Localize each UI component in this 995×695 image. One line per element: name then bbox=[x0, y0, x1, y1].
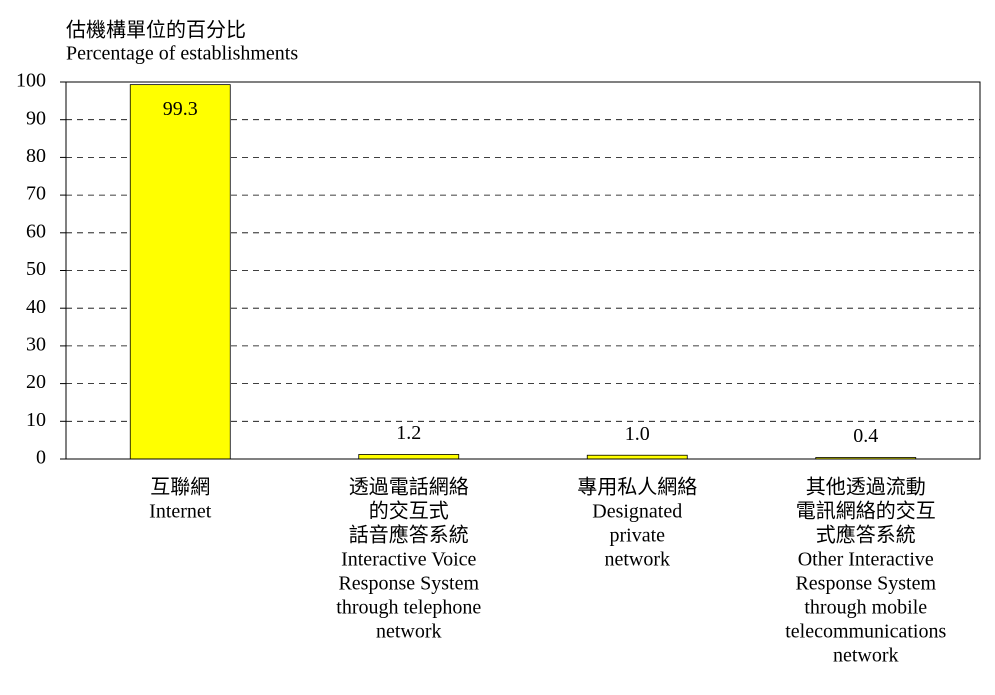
y-tick-label: 40 bbox=[26, 296, 46, 318]
x-tick-label: 話音應答系統 bbox=[349, 523, 469, 547]
x-tick-label: Other Interactive bbox=[798, 549, 934, 571]
x-tick-label: 其他透過流動 bbox=[806, 476, 926, 499]
x-tick-label: network bbox=[604, 549, 670, 571]
x-tick-label: 式應答系統 bbox=[816, 523, 916, 547]
plot-frame bbox=[65, 81, 981, 460]
value-label: 99.3 bbox=[163, 98, 198, 120]
y-tick-label: 80 bbox=[26, 145, 46, 167]
x-tick-label: 專用私人網絡 bbox=[577, 476, 697, 499]
y-axis-label: 估機構單位的百分比 bbox=[66, 19, 246, 42]
y-tick-label: 20 bbox=[26, 371, 46, 393]
x-tick-label: Response System bbox=[795, 573, 936, 595]
x-tick-label: network bbox=[376, 621, 442, 643]
x-tick-label: network bbox=[833, 645, 899, 667]
x-tick-label: 電訊網絡的交互 bbox=[796, 500, 936, 523]
y-tick-label: 90 bbox=[26, 107, 46, 129]
y-tick-label: 0 bbox=[36, 447, 46, 469]
x-tick-label: Response System bbox=[338, 573, 479, 595]
value-label: 1.2 bbox=[396, 422, 421, 444]
bar bbox=[129, 84, 231, 460]
x-tick-label: Interactive Voice bbox=[341, 549, 476, 571]
x-tick-label: telecommunications bbox=[785, 621, 946, 643]
x-tick-label: 互聯網 bbox=[150, 476, 210, 499]
value-label: 0.4 bbox=[853, 425, 878, 447]
x-tick-label: 透過電話網絡 bbox=[349, 476, 469, 499]
y-tick-label: 60 bbox=[26, 220, 46, 242]
y-tick-label: 70 bbox=[26, 183, 46, 205]
x-tick-label: 的交互式 bbox=[369, 500, 449, 523]
y-tick-label: 30 bbox=[26, 333, 46, 355]
x-tick-label: Designated bbox=[592, 501, 682, 523]
x-tick-label: through mobile bbox=[804, 597, 927, 619]
y-axis-label: Percentage of establishments bbox=[66, 43, 298, 65]
bar bbox=[586, 454, 688, 460]
y-tick-label: 10 bbox=[26, 409, 46, 431]
x-tick-label: private bbox=[609, 525, 665, 547]
y-tick-label: 50 bbox=[26, 258, 46, 280]
value-label: 1.0 bbox=[625, 423, 650, 445]
y-tick-label: 100 bbox=[16, 70, 46, 92]
bar bbox=[358, 454, 460, 460]
x-tick-label: through telephone bbox=[336, 597, 481, 619]
x-tick-label: Internet bbox=[149, 501, 212, 523]
